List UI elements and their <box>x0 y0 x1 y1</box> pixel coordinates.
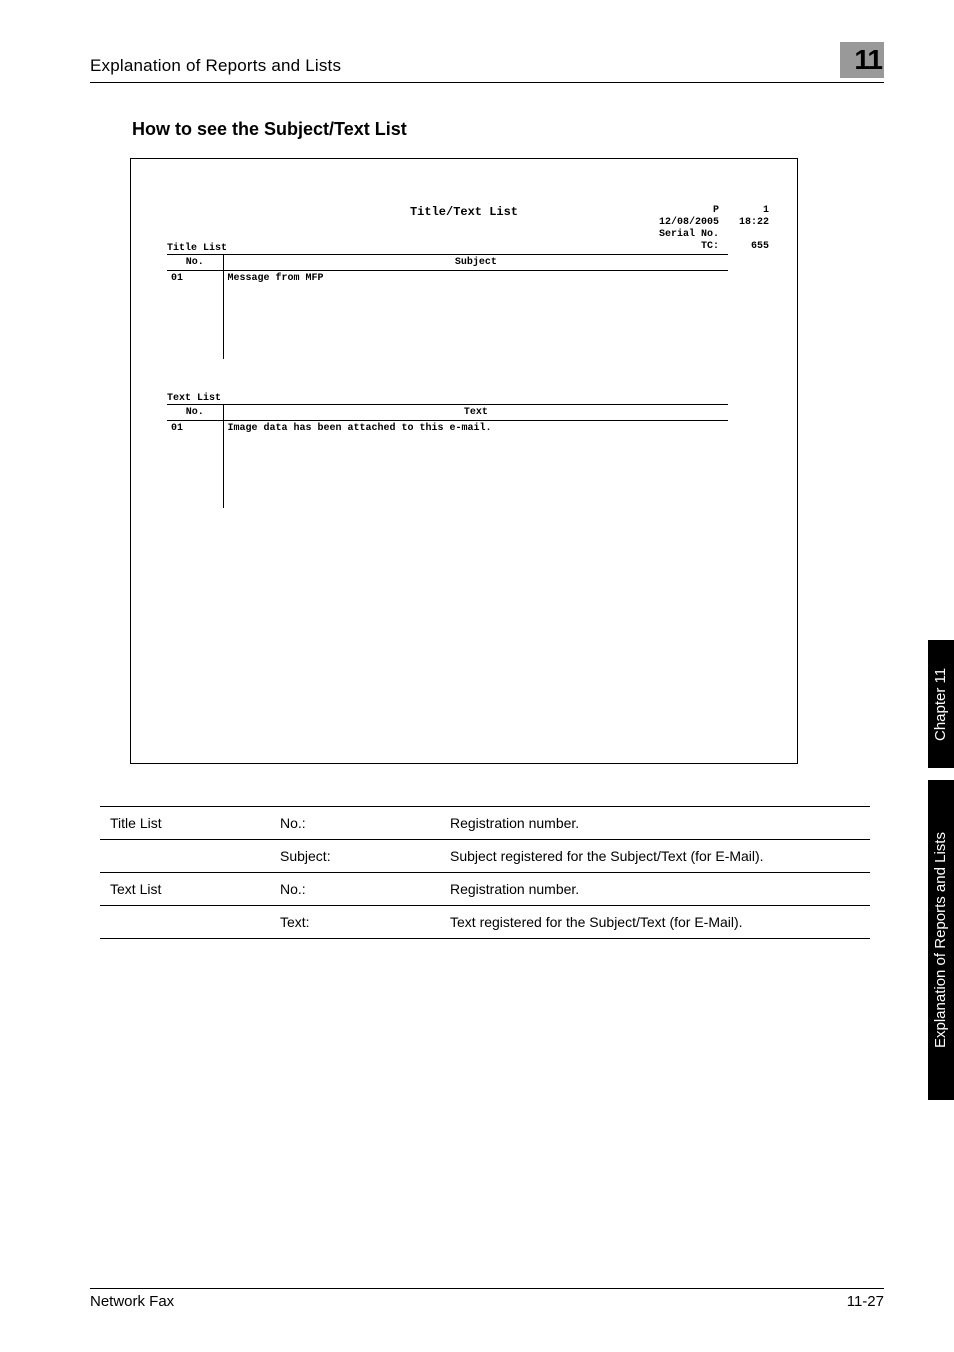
def-c3: Registration number. <box>440 873 870 906</box>
chapter-number: 11 <box>854 44 882 76</box>
meta-date: 12/08/2005 <box>659 217 719 229</box>
def-c1: Text List <box>100 873 270 906</box>
footer-right: 11-27 <box>847 1293 884 1310</box>
def-c3: Subject registered for the Subject/Text … <box>440 840 870 873</box>
def-c2: Subject: <box>270 840 440 873</box>
report-preview: Title/Text List P 1 12/08/2005 18:22 Ser… <box>130 158 798 764</box>
title-list-table: No. Subject 01 Message from MFP <box>167 254 728 359</box>
table-row: Subject: Subject registered for the Subj… <box>100 840 870 873</box>
meta-p-label: P <box>713 205 719 217</box>
text-list-table: No. Text 01 Image data has been attached… <box>167 404 728 509</box>
def-c2: Text: <box>270 906 440 939</box>
title-list-row-subject: Message from MFP <box>223 271 728 359</box>
meta-tc-val: 655 <box>729 241 769 253</box>
def-c2: No.: <box>270 807 440 840</box>
footer-left: Network Fax <box>90 1293 174 1310</box>
chapter-badge: 11 <box>840 48 884 76</box>
side-tab-chapter: Chapter 11 <box>928 640 954 768</box>
definition-table: Title List No.: Registration number. Sub… <box>100 806 870 939</box>
title-list-col-no: No. <box>167 255 223 271</box>
text-list-label: Text List <box>167 393 769 404</box>
def-c1: Title List <box>100 807 270 840</box>
title-list-row-no: 01 <box>167 271 223 359</box>
table-row: Text: Text registered for the Subject/Te… <box>100 906 870 939</box>
table-row: 01 Image data has been attached to this … <box>167 420 728 508</box>
meta-serial-label: Serial No. <box>659 229 719 241</box>
def-c3: Registration number. <box>440 807 870 840</box>
def-c3: Text registered for the Subject/Text (fo… <box>440 906 870 939</box>
meta-p-val: 1 <box>729 205 769 217</box>
meta-serial-blank <box>729 229 769 241</box>
text-list-col-no: No. <box>167 404 223 420</box>
text-list-col-text: Text <box>223 404 728 420</box>
side-tab-section: Explanation of Reports and Lists <box>928 780 954 1100</box>
section-heading: How to see the Subject/Text List <box>132 119 884 140</box>
meta-time: 18:22 <box>729 217 769 229</box>
def-c2: No.: <box>270 873 440 906</box>
title-list-col-subject: Subject <box>223 255 728 271</box>
table-row: Title List No.: Registration number. <box>100 807 870 840</box>
doc-running-head: Explanation of Reports and Lists <box>90 56 341 76</box>
text-list-row-text: Image data has been attached to this e-m… <box>223 420 728 508</box>
page-footer: Network Fax 11-27 <box>90 1288 884 1310</box>
text-list-row-no: 01 <box>167 420 223 508</box>
def-c1 <box>100 840 270 873</box>
def-c1 <box>100 906 270 939</box>
meta-tc-label: TC: <box>701 241 719 253</box>
table-row: Text List No.: Registration number. <box>100 873 870 906</box>
table-row: 01 Message from MFP <box>167 271 728 359</box>
report-meta: P 1 12/08/2005 18:22 Serial No. TC: 655 <box>659 205 769 253</box>
